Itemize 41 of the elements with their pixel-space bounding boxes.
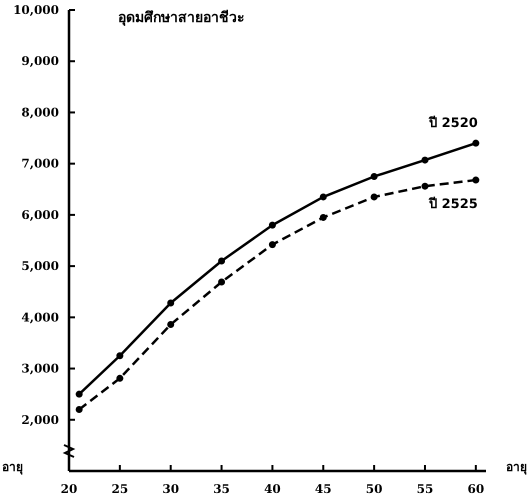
point xyxy=(421,182,428,190)
x-tick-label: 60 xyxy=(467,482,484,496)
y-tick-label: 7,000 xyxy=(21,156,59,171)
point xyxy=(218,257,226,264)
text: อายุ xyxy=(2,460,23,475)
y-tick-label: 3,000 xyxy=(21,362,59,376)
point xyxy=(167,321,174,328)
y-tick-label: 6,000 xyxy=(21,208,59,222)
point xyxy=(76,390,83,398)
x-tick-label: 20 xyxy=(60,482,78,496)
y-tick-label: 2,000 xyxy=(21,412,59,427)
point xyxy=(218,278,226,286)
point xyxy=(472,176,480,184)
x-tick-label: 45 xyxy=(314,482,332,496)
y-tick-label: 10,000 xyxy=(13,3,59,17)
x-tick-label: 30 xyxy=(162,482,180,496)
y-tick-label: 9,000 xyxy=(21,54,59,68)
point xyxy=(268,241,276,248)
y-tick-label: 4,000 xyxy=(21,310,59,324)
point xyxy=(320,193,327,200)
x-tick-label: 50 xyxy=(366,482,382,496)
x-tick-label: 25 xyxy=(112,482,128,496)
point xyxy=(268,222,276,229)
x-axis-title: อายุ xyxy=(506,460,527,475)
point xyxy=(370,172,378,180)
series-label: ปี 2525 xyxy=(428,196,478,212)
point xyxy=(472,140,480,147)
point xyxy=(116,352,124,360)
y-tick-label: 8,000 xyxy=(21,105,59,120)
point xyxy=(76,406,83,414)
point xyxy=(421,156,428,164)
x-tick-label: 35 xyxy=(213,482,230,496)
x-tick-label: 40 xyxy=(264,482,281,496)
y-tick-label: 5,000 xyxy=(21,259,59,274)
point xyxy=(167,299,174,306)
point xyxy=(370,193,378,200)
point xyxy=(320,214,327,221)
chart-title: อุดมศึกษาสายอาชีวะ xyxy=(118,9,245,26)
series-label: ปี 2520 xyxy=(428,115,478,132)
point xyxy=(116,374,124,382)
x-tick-label: 55 xyxy=(416,482,434,496)
